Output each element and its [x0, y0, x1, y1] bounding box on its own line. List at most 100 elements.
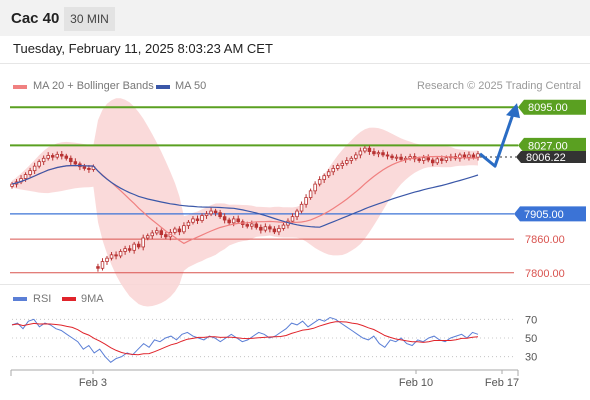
- candle-body: [177, 228, 182, 233]
- candle-body: [55, 153, 59, 158]
- candle-body: [73, 161, 78, 165]
- ma50-legend-swatch: [156, 85, 170, 89]
- candle-body: [440, 158, 444, 161]
- candle-body: [295, 210, 299, 218]
- candle-body: [254, 223, 259, 228]
- candle-body: [105, 257, 109, 262]
- candle-body: [399, 156, 403, 160]
- candle-body: [32, 165, 37, 172]
- ma9-legend-swatch: [62, 297, 76, 301]
- panel-separator: [0, 284, 590, 285]
- candle-body: [28, 170, 32, 175]
- candle-body: [281, 224, 286, 229]
- rsi-panel: 70 50 30: [11, 314, 537, 364]
- candle-body: [290, 216, 295, 222]
- candle-body: [421, 157, 426, 161]
- moving-averages: [11, 155, 479, 245]
- candle-body: [164, 234, 168, 238]
- candle-body: [471, 154, 476, 158]
- bollinger-band-area: [12, 98, 478, 307]
- candle-body: [231, 218, 236, 224]
- candle-body: [336, 165, 340, 169]
- bollinger-band: [12, 98, 478, 307]
- candle-body: [322, 175, 326, 181]
- symbol-title: Cac 40: [11, 10, 60, 27]
- x-axis: Feb 3 Feb 10 Feb 17: [10, 369, 519, 389]
- candle-body: [250, 223, 254, 227]
- ma20-legend-swatch: [13, 85, 27, 89]
- level-label-7905.00: 7905.00: [524, 209, 564, 221]
- candle-body: [268, 226, 272, 230]
- candle-body: [272, 228, 277, 233]
- candle-body: [41, 157, 46, 163]
- candle-body: [358, 150, 363, 156]
- candle-body: [476, 153, 480, 158]
- candle-body: [155, 230, 159, 234]
- candle-body: [141, 237, 145, 248]
- candle-body: [326, 171, 331, 177]
- candle-body: [444, 157, 449, 161]
- candle-body: [304, 197, 308, 205]
- rsi-tick-30: 30: [525, 352, 537, 364]
- candle-body: [186, 221, 191, 227]
- level-label-8027.00: 8027.00: [528, 140, 568, 152]
- candle-body: [64, 155, 69, 159]
- candle-body: [245, 224, 250, 227]
- candle-body: [367, 147, 372, 152]
- candle-body: [435, 158, 440, 164]
- candle-body: [200, 215, 204, 221]
- forecast-arrow-head: [506, 103, 520, 119]
- candle-body: [385, 154, 390, 157]
- candle-body: [114, 254, 118, 257]
- rsi-tick-70: 70: [525, 314, 537, 326]
- candle-body: [195, 218, 200, 221]
- header-separator: [0, 63, 590, 64]
- candle-body: [96, 266, 100, 269]
- candle-body: [426, 157, 430, 161]
- candle-body: [349, 157, 354, 161]
- chart-datetime: Tuesday, February 11, 2025 8:03:23 AM CE…: [13, 41, 273, 56]
- candle-body: [46, 155, 50, 159]
- candle-body: [313, 183, 317, 192]
- candle-body: [340, 162, 345, 166]
- candle-body: [173, 228, 177, 233]
- candle-body: [87, 167, 91, 170]
- candle-body: [263, 226, 268, 231]
- timeframe-button[interactable]: 30 MIN: [64, 7, 115, 31]
- candle-body: [10, 183, 14, 187]
- candle-body: [467, 154, 471, 158]
- rsi-tick-50: 50: [525, 333, 537, 345]
- ma20-legend-label: MA 20 + Bollinger Bands: [33, 80, 154, 92]
- candle-body: [417, 158, 421, 161]
- candle-body: [462, 154, 467, 158]
- ma9-line: [11, 321, 479, 356]
- level-label-8006.22: 8006.22: [526, 152, 566, 164]
- ma9-legend-label: 9MA: [81, 293, 104, 305]
- candle-body: [100, 261, 105, 269]
- candle-body: [127, 248, 132, 251]
- candle-body: [37, 161, 41, 167]
- candle-body: [394, 156, 399, 159]
- header-bar: Cac 40 30 MIN: [0, 0, 590, 36]
- x-tick-label: Feb 17: [485, 377, 519, 389]
- level-lines: [10, 106, 518, 274]
- x-tick-label: Feb 10: [399, 377, 433, 389]
- candle-body: [150, 232, 154, 237]
- level-label-8095.00: 8095.00: [528, 102, 568, 114]
- candle-body: [209, 210, 213, 215]
- level-label-box-8027.00: [518, 137, 586, 153]
- candle-body: [345, 160, 349, 164]
- candle-body: [317, 179, 322, 185]
- ma50-line: [11, 164, 479, 228]
- candle-body: [204, 213, 209, 216]
- candle-body: [23, 174, 28, 179]
- candle-body: [60, 153, 64, 157]
- candle-body: [381, 152, 385, 156]
- candle-body: [372, 151, 376, 155]
- forecast-arrow-line: [479, 110, 516, 168]
- rsi-line: [11, 316, 479, 363]
- candle-body: [123, 248, 127, 252]
- candle-body: [109, 254, 114, 259]
